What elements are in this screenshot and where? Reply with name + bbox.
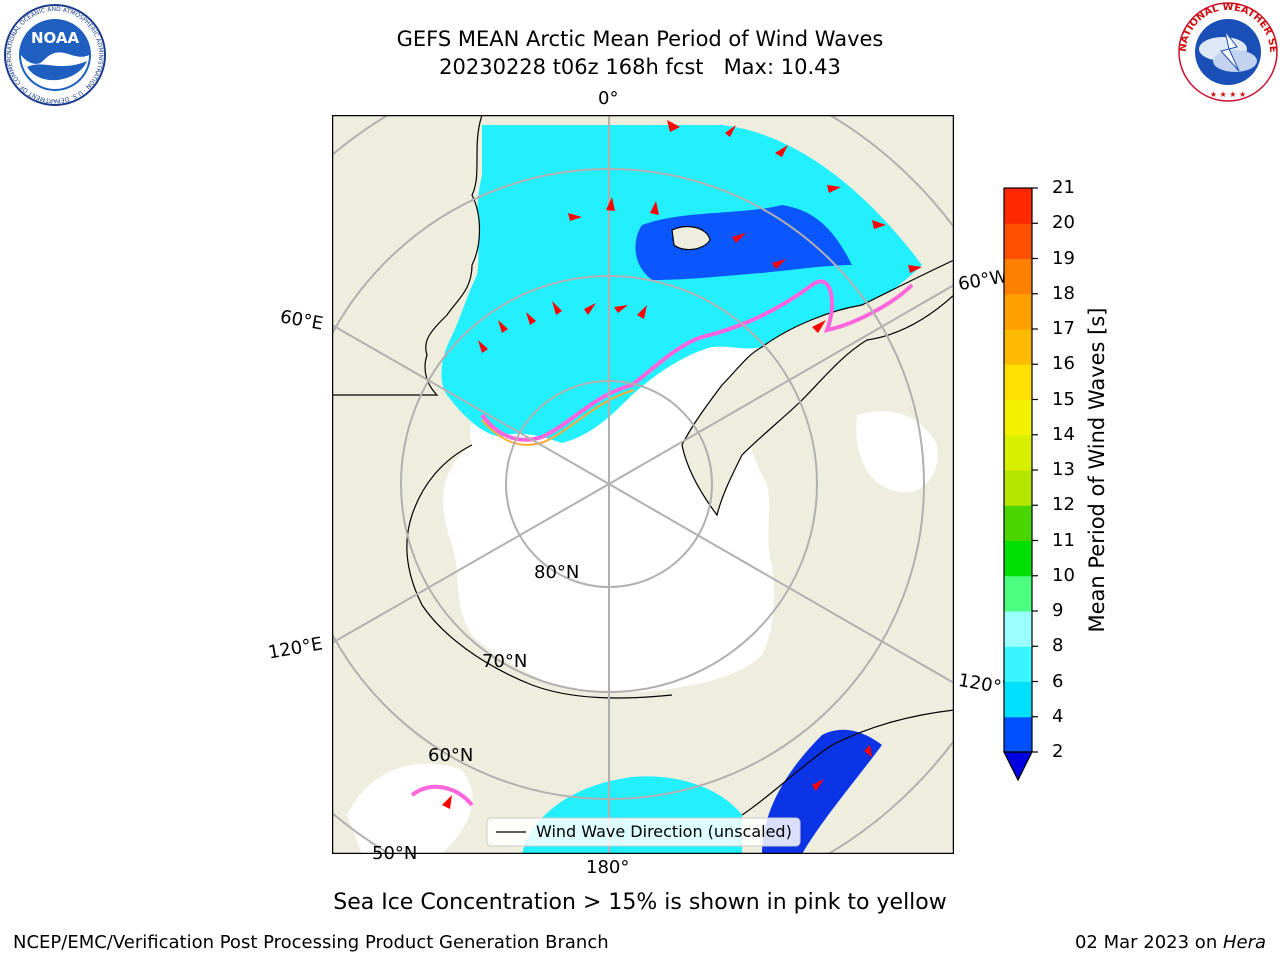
colorbar-tick-label: 16 bbox=[1052, 353, 1075, 375]
colorbar-block bbox=[1004, 223, 1032, 259]
colorbar-tick-label: 13 bbox=[1052, 459, 1075, 480]
alaska-coast bbox=[741, 709, 954, 816]
scandinavia bbox=[332, 115, 483, 396]
colorbar-block bbox=[1004, 646, 1032, 682]
label-lat-80: 80°N bbox=[534, 562, 580, 583]
colorbar-block bbox=[1004, 399, 1032, 436]
colorbar-tick-label: 14 bbox=[1052, 423, 1075, 445]
colorbar-block bbox=[1004, 470, 1032, 506]
wave-arrow bbox=[606, 197, 615, 211]
wave-arrow bbox=[812, 779, 824, 791]
colorbar-tick-label: 19 bbox=[1052, 247, 1075, 269]
sea-ice-caption: Sea Ice Concentration > 15% is shown in … bbox=[333, 890, 947, 915]
colorbar-block bbox=[1004, 505, 1032, 541]
colorbar-tick-label: 12 bbox=[1052, 494, 1075, 516]
colorbar-blocks bbox=[1004, 188, 1032, 753]
wave-direction-arrows bbox=[442, 120, 922, 809]
wave-arrow bbox=[732, 233, 746, 243]
label-lon-120e: 120°E bbox=[266, 633, 325, 664]
colorbar-block bbox=[1004, 611, 1032, 647]
wave-arrow bbox=[526, 312, 536, 325]
colorbar-tick-label: 21 bbox=[1052, 177, 1075, 198]
atlantic-ice-edge-inner bbox=[481, 389, 635, 446]
colorbar-block bbox=[1004, 540, 1032, 577]
colorbar-tick-label: 9 bbox=[1052, 600, 1064, 621]
wave-arrow bbox=[637, 305, 647, 319]
meridians bbox=[332, 115, 954, 854]
label-lon-60e: 60°E bbox=[278, 306, 325, 335]
colorbar-block bbox=[1004, 716, 1032, 753]
atlantic-wave-field bbox=[441, 125, 922, 443]
colorbar-block bbox=[1004, 434, 1032, 471]
iceland bbox=[671, 226, 711, 251]
colorbar-block bbox=[1004, 258, 1032, 295]
wind-wave-legend: Wind Wave Direction (unscaled) bbox=[486, 817, 801, 847]
wave-arrow bbox=[614, 305, 628, 313]
wave-arrow bbox=[775, 145, 788, 157]
colorbar-tick-label: 18 bbox=[1052, 282, 1075, 304]
wave-arrow bbox=[864, 745, 872, 757]
colorbar-block bbox=[1004, 188, 1032, 224]
okhotsk-ice-edge bbox=[410, 784, 474, 807]
wave-arrow bbox=[442, 795, 452, 809]
colorbar-extend-triangle bbox=[1003, 751, 1033, 782]
noaa-logo: NATIONAL OCEANIC AND ATMOSPHERIC ADMINIS… bbox=[3, 3, 106, 106]
label-lon-180: 180° bbox=[586, 857, 630, 878]
wave-arrow bbox=[908, 265, 922, 273]
noaa-logo-text: NOAA bbox=[31, 29, 80, 47]
label-lat-70: 70°N bbox=[482, 651, 528, 672]
wave-arrow bbox=[812, 320, 826, 333]
footer-host: Hera bbox=[1222, 932, 1266, 953]
colorbar-block bbox=[1004, 364, 1032, 400]
svg-text:★ ★ ★ ★: ★ ★ ★ ★ bbox=[1210, 90, 1246, 99]
footer-right: 02 Mar 2023 on Hera bbox=[1075, 932, 1266, 953]
wave-arrow bbox=[667, 120, 680, 132]
legend-label: Wind Wave Direction (unscaled) bbox=[536, 822, 792, 841]
wave-arrow bbox=[552, 301, 562, 315]
siberia-coast bbox=[406, 444, 673, 699]
colorbar-block bbox=[1004, 293, 1032, 330]
title-line-1: GEFS MEAN Arctic Mean Period of Wind Wav… bbox=[396, 27, 884, 51]
colorbar-tick-label: 4 bbox=[1052, 705, 1064, 727]
wave-arrow bbox=[568, 213, 582, 221]
colorbar-block bbox=[1004, 329, 1032, 365]
colorbar-tick-label: 11 bbox=[1052, 529, 1075, 551]
label-lat-50: 50°N bbox=[372, 843, 418, 864]
colorbar bbox=[1003, 187, 1038, 782]
label-lon-0: 0° bbox=[598, 88, 619, 109]
arctic-map: Wind Wave Direction (unscaled) bbox=[332, 115, 954, 854]
colorbar-block bbox=[1004, 575, 1032, 612]
hudson-bay bbox=[856, 411, 938, 493]
colorbar-tick-label: 2 bbox=[1052, 741, 1064, 762]
title-line-2: 20230228 t06z 168h fcst Max: 10.43 bbox=[439, 55, 841, 79]
wave-arrow bbox=[872, 220, 886, 229]
wave-arrow bbox=[772, 259, 786, 269]
nws-logo: NATIONAL WEATHER SERVICE ★ ★ ★ ★ bbox=[1177, 1, 1278, 102]
footer-date: 02 Mar 2023 on bbox=[1074, 932, 1223, 953]
footer-left: NCEP/EMC/Verification Post Processing Pr… bbox=[13, 932, 609, 953]
colorbar-tick-marks bbox=[1032, 187, 1038, 753]
colorbar-tick-label: 8 bbox=[1052, 635, 1064, 657]
colorbar-tick-label: 10 bbox=[1052, 564, 1075, 586]
colorbar-tick-label: 15 bbox=[1052, 388, 1075, 410]
colorbar-tick-label: 20 bbox=[1052, 212, 1075, 234]
wave-arrow bbox=[725, 125, 736, 137]
wave-arrow bbox=[650, 201, 659, 215]
colorbar-label: Mean Period of Wind Waves [s] bbox=[1085, 307, 1109, 633]
colorbar-tick-label: 17 bbox=[1052, 318, 1075, 339]
wave-arrow bbox=[498, 320, 508, 333]
wave-arrow bbox=[478, 340, 488, 353]
colorbar-tick-label: 6 bbox=[1052, 670, 1064, 692]
map-frame bbox=[332, 115, 954, 854]
atlantic-ice-edge bbox=[480, 279, 914, 442]
atlantic-blue-patch bbox=[635, 205, 852, 280]
colorbar-block bbox=[1004, 681, 1032, 718]
wave-arrow bbox=[584, 303, 596, 315]
label-lat-60: 60°N bbox=[428, 745, 474, 766]
arctic-ocean bbox=[443, 255, 832, 693]
wave-arrow bbox=[827, 185, 841, 193]
